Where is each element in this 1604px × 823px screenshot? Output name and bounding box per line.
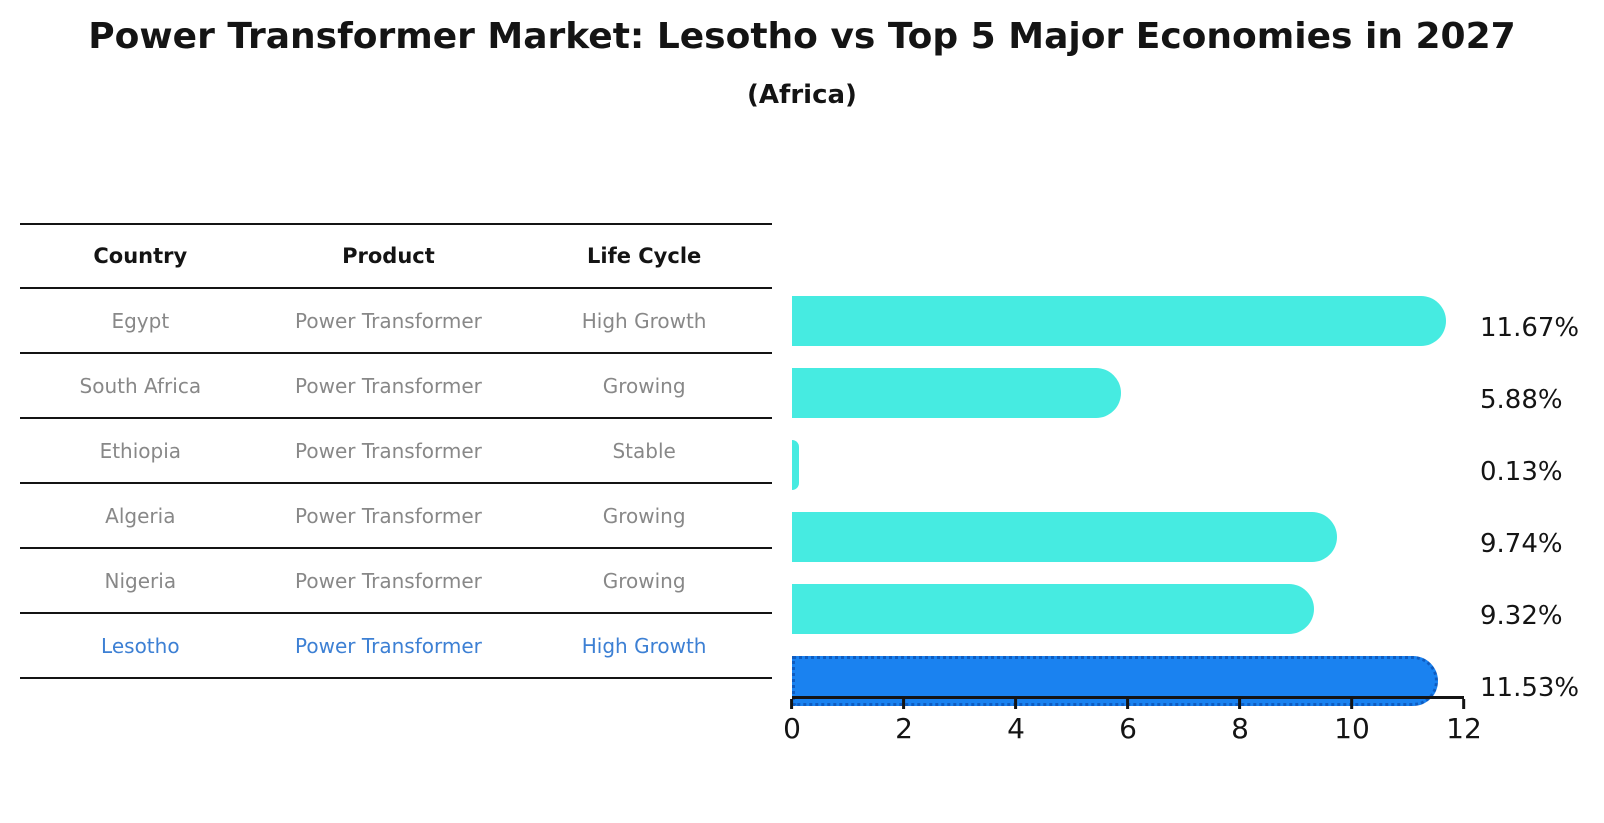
x-tick-label: 8 — [1231, 712, 1249, 745]
bar-row-south-africa: 5.88% — [792, 368, 1563, 433]
cell-life-cycle: Stable — [612, 438, 676, 463]
x-axis-tick-0: 0 — [783, 699, 801, 745]
bar-plot-area: 11.67% 5.88% 0.13% 9.74% 9.32% 11.53% — [792, 296, 1579, 721]
x-tick-label: 0 — [783, 712, 801, 745]
bar-row-nigeria: 9.32% — [792, 584, 1563, 649]
bar-value-label: 0.13% — [1480, 457, 1563, 487]
bar-south-africa — [792, 368, 1122, 418]
chart-title: Power Transformer Market: Lesotho vs Top… — [88, 16, 1516, 57]
cell-country: Algeria — [105, 503, 176, 528]
x-tick-mark — [1350, 699, 1354, 709]
x-axis-tick-2: 2 — [895, 699, 913, 745]
x-tick-mark — [902, 699, 906, 709]
x-tick-mark — [1238, 699, 1242, 709]
cell-life-cycle: High Growth — [581, 308, 707, 333]
column-header-country: Country — [93, 244, 188, 268]
cell-country: South Africa — [79, 373, 202, 398]
x-tick-mark — [1126, 699, 1130, 709]
x-tick-label: 6 — [1119, 712, 1137, 745]
table-row-ethiopia: Ethiopia Power Transformer Stable — [20, 419, 772, 484]
x-tick-mark — [1014, 699, 1018, 709]
x-tick-label: 10 — [1334, 712, 1370, 745]
x-tick-label: 2 — [895, 712, 913, 745]
bar-ethiopia — [792, 440, 800, 490]
bar-algeria — [792, 512, 1338, 562]
cell-life-cycle: High Growth — [581, 633, 707, 658]
bar-row-algeria: 9.74% — [792, 512, 1563, 577]
country-table: Country Product Life Cycle Egypt Power Tr… — [20, 223, 772, 679]
column-header-lifecycle: Life Cycle — [587, 244, 702, 268]
chart-subtitle: (Africa) — [747, 80, 857, 110]
table-body: Egypt Power Transformer High Growth South A… — [20, 289, 772, 679]
cell-country: Nigeria — [104, 568, 177, 593]
x-tick-label: 12 — [1446, 712, 1482, 745]
cell-country: Egypt — [111, 308, 170, 333]
table-row-south-africa: South Africa Power Transformer Growing — [20, 354, 772, 419]
x-tick-mark — [1462, 699, 1466, 709]
bar-value-label: 11.67% — [1480, 313, 1580, 343]
cell-life-cycle: Growing — [602, 373, 686, 398]
table-row-egypt: Egypt Power Transformer High Growth — [20, 289, 772, 354]
cell-product: Power Transformer — [295, 308, 482, 333]
bar-value-label: 11.53% — [1480, 673, 1580, 703]
cell-product: Power Transformer — [295, 373, 482, 398]
cell-life-cycle: Growing — [602, 568, 686, 593]
x-axis: 0 2 4 6 8 10 12 — [783, 696, 1482, 745]
x-axis-tick-10: 10 — [1334, 699, 1370, 745]
bar-value-label: 9.32% — [1480, 601, 1563, 631]
x-axis-tick-12: 12 — [1446, 699, 1482, 745]
bar-egypt — [792, 296, 1446, 346]
bar-row-egypt: 11.67% — [792, 296, 1579, 361]
x-axis-tick-8: 8 — [1231, 699, 1249, 745]
cell-product: Power Transformer — [295, 633, 482, 658]
x-tick-label: 4 — [1007, 712, 1025, 745]
cell-product: Power Transformer — [295, 568, 482, 593]
table-row-nigeria: Nigeria Power Transformer Growing — [20, 549, 772, 614]
column-header-product: Product — [342, 244, 435, 268]
table-row-algeria: Algeria Power Transformer Growing — [20, 484, 772, 549]
cell-life-cycle: Growing — [602, 503, 686, 528]
cell-country: Lesotho — [101, 633, 180, 658]
x-axis-tick-4: 4 — [1007, 699, 1025, 745]
cell-country: Ethiopia — [99, 438, 182, 463]
bar-value-label: 9.74% — [1480, 529, 1563, 559]
bar-row-ethiopia: 0.13% — [792, 440, 1563, 505]
bar-nigeria — [792, 584, 1314, 634]
cell-product: Power Transformer — [295, 503, 482, 528]
table-row-lesotho: Lesotho Power Transformer High Growth — [20, 614, 772, 679]
bar-chart: 11.67% 5.88% 0.13% 9.74% 9.32% 11.53% 0 2 4 6 8 10… — [783, 289, 1579, 789]
table-header-row: Country Product Life Cycle — [20, 223, 772, 289]
x-tick-mark — [790, 699, 794, 709]
bar-value-label: 5.88% — [1480, 385, 1563, 415]
x-axis-tick-6: 6 — [1119, 699, 1137, 745]
cell-product: Power Transformer — [295, 438, 482, 463]
